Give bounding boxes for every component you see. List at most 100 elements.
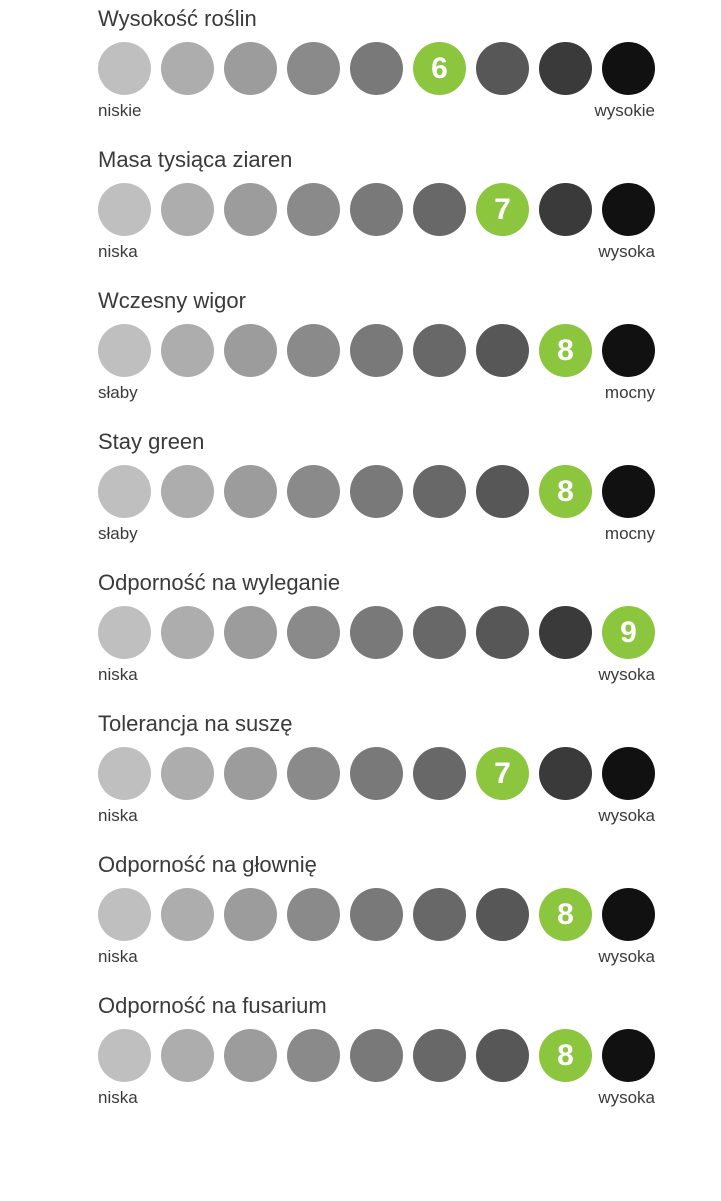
legend-row: słabymocny (98, 383, 655, 403)
legend-row: niska wysoka (98, 947, 655, 967)
rating-dot (413, 183, 466, 236)
trait-title: Odporność na głownię (98, 852, 721, 878)
legend-low-label: niska (98, 947, 138, 967)
rating-dots-row: 7 (98, 183, 721, 236)
rating-dot: 6 (413, 42, 466, 95)
legend-high-label: wysoka (598, 1088, 655, 1108)
rating-dot (476, 1029, 529, 1082)
legend-low-label: słaby (98, 383, 138, 403)
rating-dot (602, 888, 655, 941)
trait-block: Wysokość roślin6niskiewysokie (98, 6, 721, 121)
rating-dot (224, 747, 277, 800)
rating-dot (224, 465, 277, 518)
rating-dot (476, 42, 529, 95)
rating-dot (350, 606, 403, 659)
rating-dot (350, 465, 403, 518)
rating-dot (224, 42, 277, 95)
rating-dot (287, 1029, 340, 1082)
legend-low-label: słaby (98, 524, 138, 544)
rating-dot: 8 (539, 1029, 592, 1082)
legend-low-label: niska (98, 806, 138, 826)
rating-dot (476, 606, 529, 659)
legend-high-label: wysoka (598, 242, 655, 262)
rating-dot (287, 606, 340, 659)
rating-dot (413, 747, 466, 800)
rating-dot (350, 747, 403, 800)
rating-dot (413, 465, 466, 518)
legend-row: słaby mocny (98, 524, 655, 544)
rating-dot: 8 (539, 465, 592, 518)
rating-dot (539, 42, 592, 95)
rating-dot (224, 888, 277, 941)
trait-title: Tolerancja na suszę (98, 711, 721, 737)
rating-dots-row: 9 (98, 606, 721, 659)
legend-high-label: wysokie (595, 101, 655, 121)
trait-block: Masa tysiąca ziaren7niskawysoka (98, 147, 721, 262)
rating-dot-value: 7 (494, 195, 511, 225)
rating-dots-row: 7 (98, 747, 721, 800)
rating-dot (98, 1029, 151, 1082)
rating-dot (287, 747, 340, 800)
rating-dot (350, 1029, 403, 1082)
trait-block: Odporność na głownię 8 niska wysoka (98, 852, 721, 967)
rating-dot (224, 183, 277, 236)
rating-dot-value: 6 (431, 54, 448, 84)
rating-dot (287, 888, 340, 941)
rating-dots-row: 8 (98, 1029, 721, 1082)
rating-dot (602, 747, 655, 800)
rating-dots-row: 8 (98, 324, 721, 377)
rating-dot (161, 747, 214, 800)
rating-dot-value: 7 (494, 759, 511, 789)
rating-dot: 7 (476, 747, 529, 800)
rating-dot (539, 183, 592, 236)
rating-dot (602, 324, 655, 377)
rating-dot (98, 606, 151, 659)
rating-dot (539, 747, 592, 800)
rating-dot (602, 1029, 655, 1082)
rating-dot (287, 42, 340, 95)
legend-row: niska wysoka (98, 806, 655, 826)
legend-row: niska wysoka (98, 242, 655, 262)
rating-dot (98, 888, 151, 941)
rating-dot-value: 8 (557, 1041, 574, 1071)
rating-dot (98, 324, 151, 377)
rating-dot: 8 (539, 324, 592, 377)
rating-dot (161, 1029, 214, 1082)
rating-dot (161, 42, 214, 95)
rating-dot: 9 (602, 606, 655, 659)
legend-high-label: mocny (605, 524, 655, 544)
rating-dot (161, 606, 214, 659)
rating-dot (224, 606, 277, 659)
rating-dot (413, 1029, 466, 1082)
trait-block: Wczesny wigor 8 słabymocny (98, 288, 721, 403)
rating-dot (161, 465, 214, 518)
trait-block: Odporność na fusarium8niskawysoka (98, 993, 721, 1108)
legend-row: niska wysoka (98, 665, 655, 685)
rating-dot (98, 747, 151, 800)
legend-row: niska wysoka (98, 1088, 655, 1108)
legend-low-label: niska (98, 665, 138, 685)
rating-dot (476, 888, 529, 941)
legend-high-label: wysoka (598, 947, 655, 967)
rating-dot (224, 324, 277, 377)
rating-dot (287, 324, 340, 377)
rating-dot (98, 42, 151, 95)
trait-title: Odporność na wyleganie (98, 570, 721, 596)
trait-title: Wczesny wigor (98, 288, 721, 314)
legend-high-label: wysoka (598, 806, 655, 826)
rating-dot (350, 888, 403, 941)
rating-dot (476, 324, 529, 377)
rating-dot: 8 (539, 888, 592, 941)
rating-dots-row: 8 (98, 888, 721, 941)
traits-infographic: Wysokość roślin6niskiewysokieMasa tysiąc… (0, 0, 721, 1154)
rating-dot (413, 324, 466, 377)
rating-dots-row: 6 (98, 42, 721, 95)
legend-low-label: niska (98, 1088, 138, 1108)
rating-dot (602, 183, 655, 236)
legend-high-label: wysoka (598, 665, 655, 685)
trait-title: Stay green (98, 429, 721, 455)
rating-dot: 7 (476, 183, 529, 236)
trait-title: Wysokość roślin (98, 6, 721, 32)
rating-dot (602, 42, 655, 95)
legend-low-label: niska (98, 242, 138, 262)
